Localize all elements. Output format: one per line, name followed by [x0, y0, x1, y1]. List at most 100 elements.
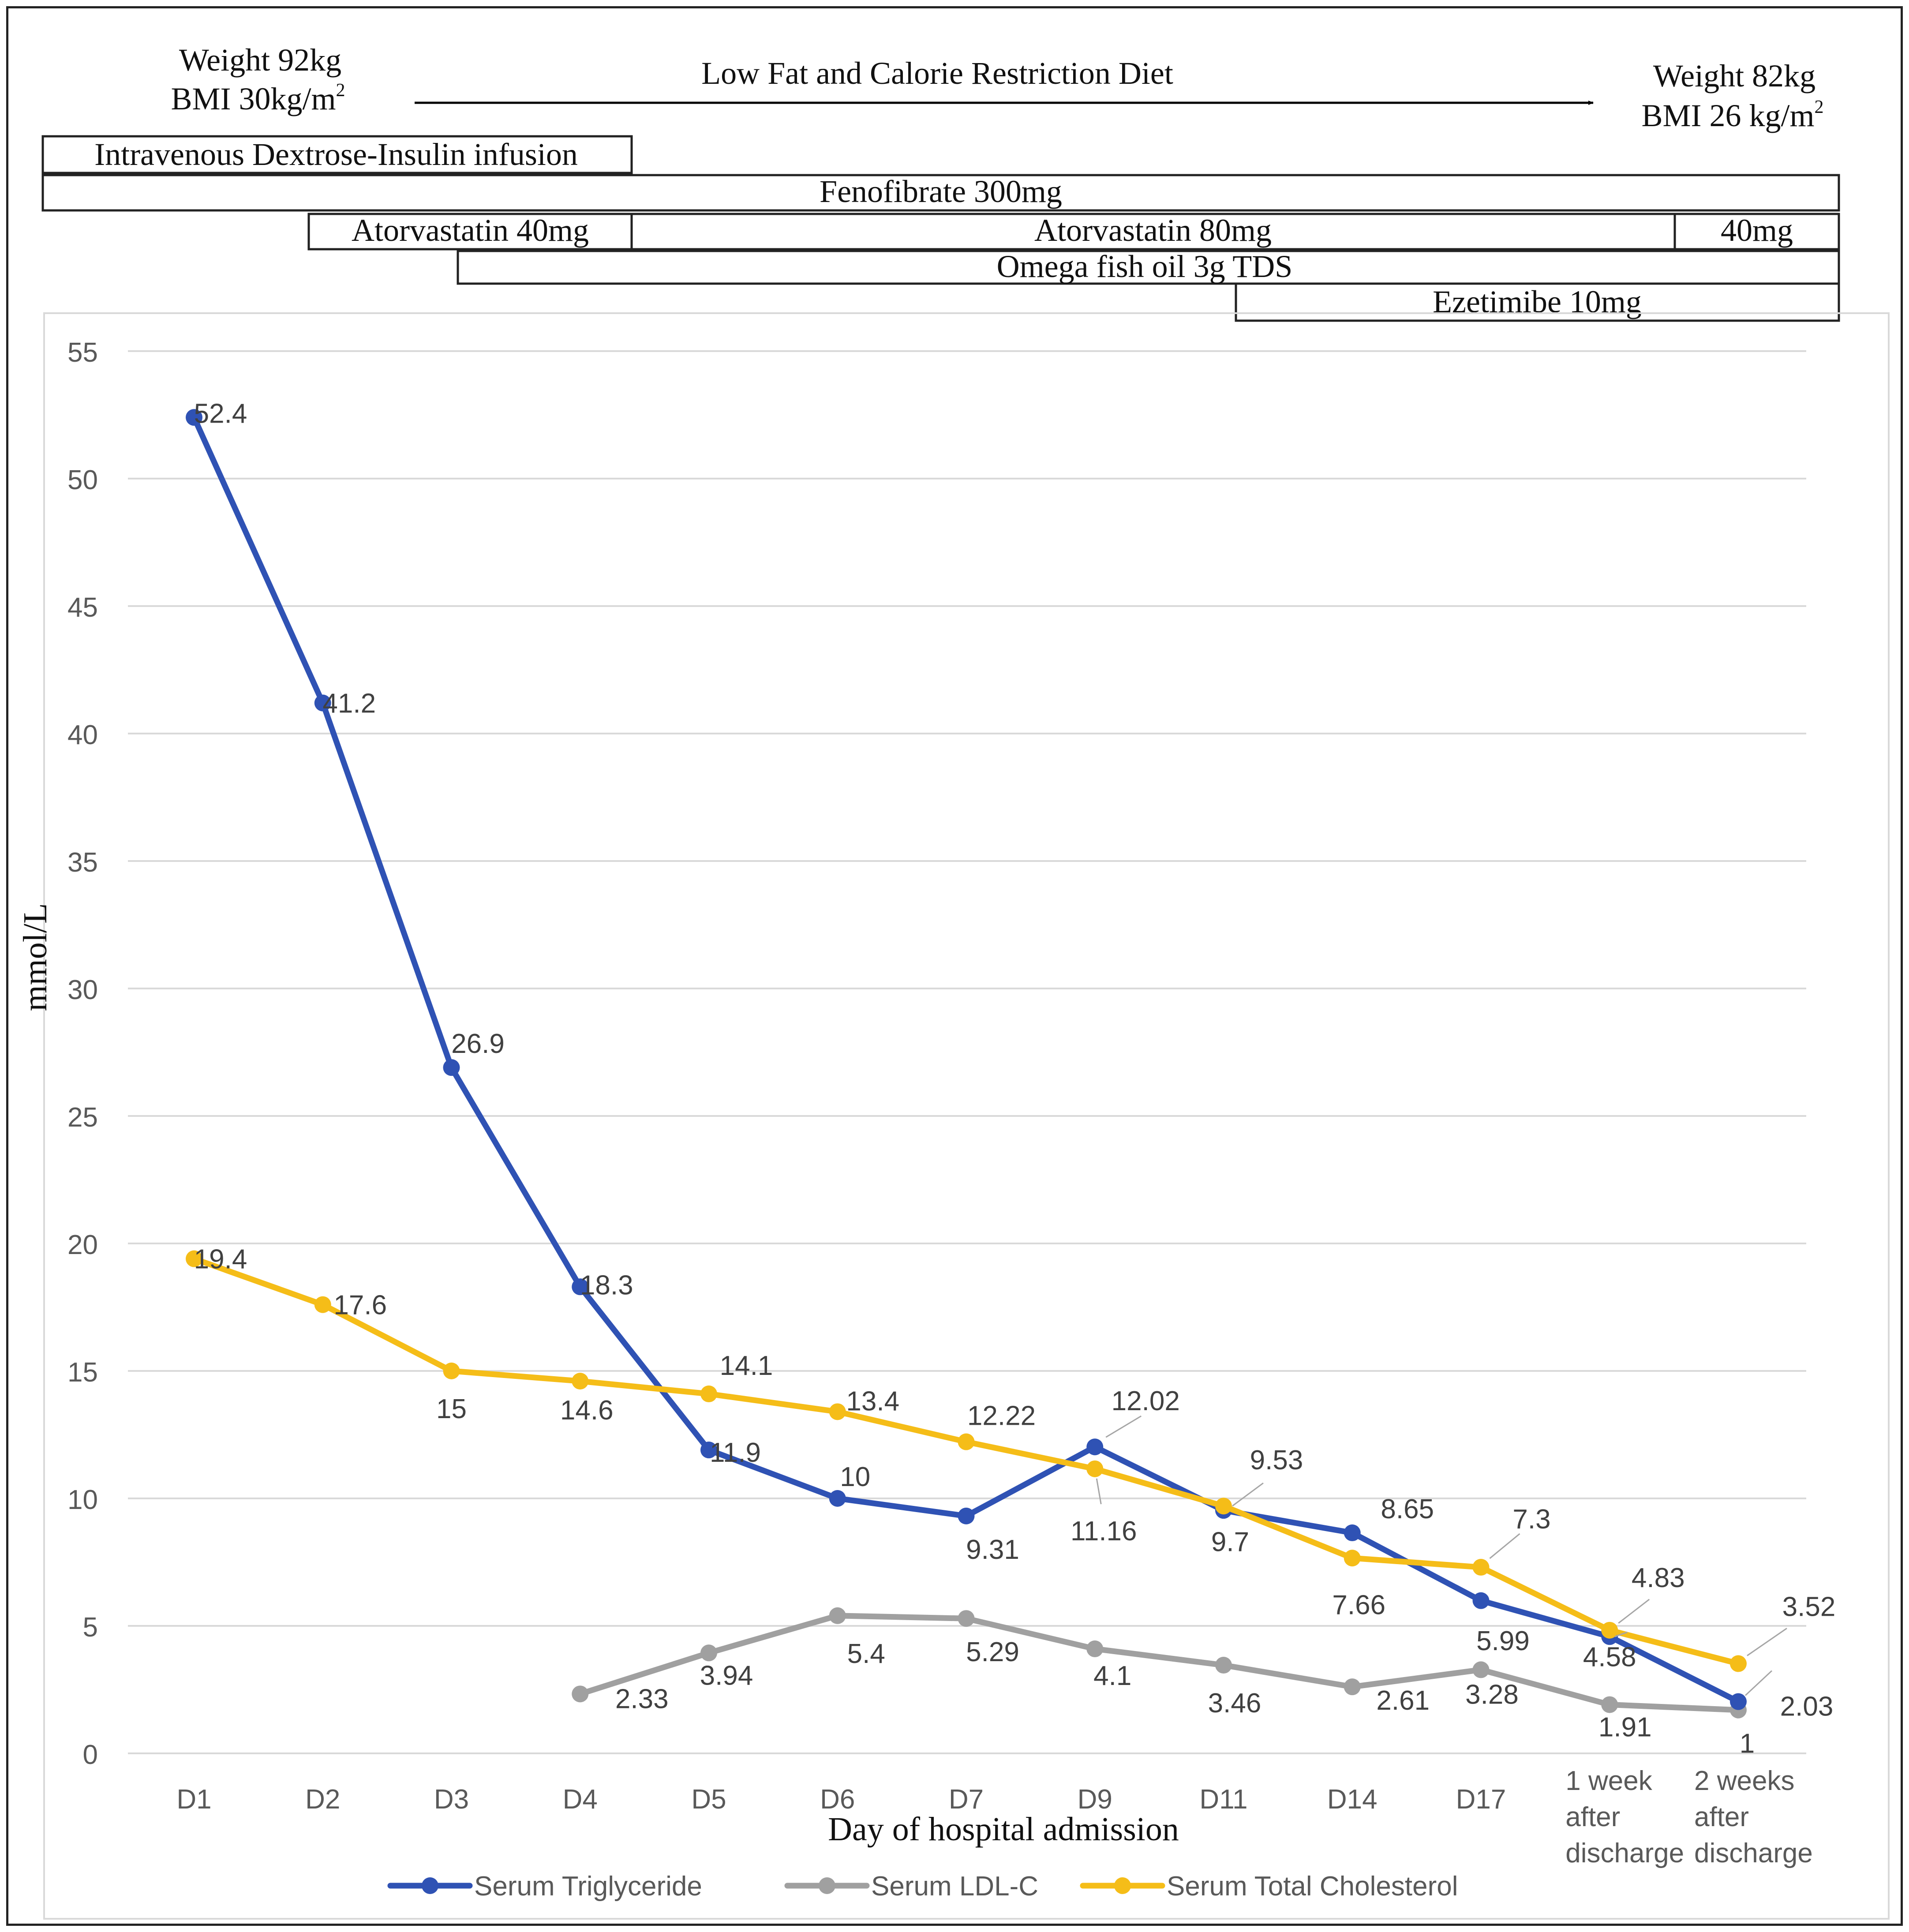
leader-line [1489, 1533, 1520, 1559]
data-point [572, 1278, 589, 1295]
data-point [829, 1403, 846, 1420]
data-label: 12.22 [967, 1401, 1036, 1431]
data-label: 9.31 [966, 1535, 1019, 1565]
x-tick-label: D11 [1199, 1784, 1247, 1815]
data-point [186, 409, 202, 426]
data-label: 3.52 [1782, 1592, 1836, 1622]
x-tick-label: D4 [563, 1784, 598, 1815]
x-axis-title: Day of hospital admission [828, 1811, 1179, 1848]
data-label: 3.46 [1208, 1688, 1261, 1719]
data-point [314, 694, 331, 711]
legend: Serum Triglyceride Serum LDL-C Serum Total… [387, 1871, 1458, 1902]
data-label: 10 [840, 1462, 870, 1492]
data-label: 5.4 [847, 1639, 885, 1669]
insulin-label: Intravenous Dextrose-Insulin infusion [94, 137, 578, 172]
data-point [1730, 1693, 1747, 1710]
data-label: 7.66 [1332, 1590, 1385, 1620]
legend-marker [422, 1877, 438, 1894]
data-point [1344, 1524, 1361, 1542]
y-tick-label: 25 [67, 1102, 98, 1133]
series-line [191, 1256, 1741, 1667]
x-tick-label: 2 weeks after discharge [1694, 1766, 1813, 1868]
atorvastatin-40-label: Atorvastatin 40mg [352, 213, 589, 248]
data-labels: 52.4 41.2 26.9 18.3 11.9 10 9.31 12.02 9.53 8.65 5… [194, 398, 1836, 1759]
x-tick-label: D9 [1078, 1784, 1112, 1815]
data-label: 4.58 [1583, 1642, 1636, 1672]
y-tick-label: 40 [67, 720, 98, 750]
fenofibrate-bar [41, 174, 1840, 212]
atorvastatin-80-label: Atorvastatin 80mg [1034, 213, 1272, 248]
atorvastatin-40b-label: 40mg [1721, 213, 1793, 248]
data-point [1086, 1438, 1104, 1456]
leader-line [1614, 1631, 1628, 1637]
leader-lines [1096, 1415, 1787, 1696]
data-label: 1.91 [1598, 1712, 1652, 1743]
data-point [443, 1363, 460, 1379]
data-label: 5.29 [966, 1637, 1019, 1667]
x-axis-ticks: D1 D2 D3 D4 D5 D6 D7 D9 D11 D14 D17 1 week after disc… [176, 1766, 1812, 1868]
data-point [700, 1644, 717, 1662]
x-tick-label: D2 [305, 1784, 340, 1815]
data-label: 2.61 [1376, 1685, 1430, 1716]
gridlines [128, 350, 1806, 1754]
legend-item: Serum Triglyceride [387, 1871, 702, 1902]
data-point [1344, 1550, 1361, 1567]
data-label: 4.83 [1632, 1563, 1685, 1593]
data-point [958, 1610, 975, 1627]
data-point [958, 1433, 975, 1450]
data-label: 1 [1740, 1729, 1755, 1759]
data-point [1086, 1460, 1104, 1477]
data-label: 3.28 [1465, 1679, 1519, 1710]
data-point [1344, 1678, 1361, 1696]
ezetimibe-bar [1235, 282, 1840, 322]
x-tick-label: D6 [820, 1784, 855, 1815]
weight-end: Weight 82kg [1653, 58, 1815, 94]
data-label: 14.6 [560, 1395, 614, 1426]
data-point [572, 1373, 589, 1390]
data-label: 4.1 [1093, 1661, 1131, 1691]
data-label: 2.33 [615, 1684, 669, 1714]
legend-marker [819, 1877, 835, 1894]
data-label: 15 [436, 1394, 467, 1424]
x-tick-label: D5 [691, 1784, 726, 1815]
insulin-bar [41, 135, 633, 174]
data-point [1086, 1640, 1104, 1658]
data-point [958, 1507, 975, 1524]
leader-line [1232, 1482, 1264, 1507]
atorvastatin-80-bar [630, 213, 1676, 251]
leader-line [1105, 1415, 1142, 1438]
data-label: 11.9 [710, 1438, 761, 1468]
data-label: 12.02 [1112, 1386, 1180, 1416]
atorvastatin-40-bar [307, 213, 633, 251]
data-label: 26.9 [451, 1029, 505, 1059]
data-label: 2.03 [1780, 1692, 1834, 1722]
data-point [1472, 1661, 1490, 1678]
series-line [577, 1613, 1741, 1713]
weight-start: Weight 92kg [179, 42, 341, 78]
data-label: 17.6 [333, 1290, 387, 1321]
leader-line [1744, 1670, 1773, 1696]
x-tick-label: D14 [1327, 1784, 1377, 1815]
data-point [700, 1442, 717, 1459]
data-label: 18.3 [580, 1270, 633, 1300]
bmi-start: BMI 30kg/m2 [171, 80, 345, 116]
data-point [186, 1250, 202, 1267]
leader-line [1096, 1478, 1102, 1505]
legend-label: Serum Triglyceride [474, 1871, 702, 1902]
x-tick-label: D3 [434, 1784, 469, 1815]
y-tick-label: 5 [83, 1612, 98, 1643]
fenofibrate-label: Fenofibrate 300mg [820, 174, 1062, 209]
data-label: 52.4 [194, 398, 247, 429]
x-tick-label: 1 week after discharge [1565, 1766, 1684, 1868]
data-label: 5.99 [1476, 1626, 1530, 1656]
data-point [1215, 1657, 1232, 1674]
leader-line [1618, 1599, 1650, 1624]
data-point [1601, 1696, 1618, 1713]
x-tick-label: D7 [949, 1784, 984, 1815]
legend-item: Serum Total Cholesterol [1080, 1871, 1458, 1902]
data-label: 13.4 [846, 1386, 899, 1416]
series-layer [186, 409, 1747, 1719]
data-label: 3.94 [700, 1660, 753, 1691]
data-point [1601, 1621, 1618, 1639]
